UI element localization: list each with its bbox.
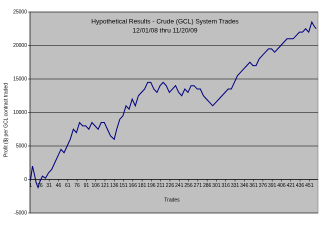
x-tick-label: 136 — [110, 183, 119, 189]
x-tick-label: 76 — [74, 183, 80, 189]
x-tick-label: 31 — [46, 183, 52, 189]
x-tick-label: 226 — [166, 183, 175, 189]
x-tick-label: 121 — [101, 183, 110, 189]
x-tick-label: 316 — [222, 183, 231, 189]
chart-title: Hypothetical Results - Crude (GCL) Syste… — [91, 19, 239, 26]
x-tick-label: 1 — [29, 183, 32, 189]
y-tick-label: 5000 — [16, 143, 27, 149]
y-tick-label: -5000 — [14, 210, 27, 216]
y-axis-label: Profit ($) per GCL contract traded — [3, 83, 9, 157]
data-line — [30, 20, 317, 190]
x-tick-label: 166 — [129, 183, 138, 189]
x-tick-label: 361 — [249, 183, 258, 189]
x-tick-label: 46 — [56, 183, 62, 189]
y-tick-label: 20000 — [13, 43, 27, 49]
x-tick-label: 376 — [259, 183, 268, 189]
y-tick-label: 0 — [24, 177, 27, 183]
x-tick-label: 256 — [184, 183, 193, 189]
x-tick-label: 391 — [268, 183, 277, 189]
x-tick-label: 241 — [175, 183, 184, 189]
x-tick-label: 16 — [37, 183, 43, 189]
y-tick-label: 15000 — [13, 76, 27, 82]
x-axis-label: Trades — [164, 197, 180, 203]
x-tick-label: 331 — [231, 183, 240, 189]
x-tick-label: 106 — [91, 183, 100, 189]
x-tick-label: 451 — [305, 183, 314, 189]
x-tick-label: 211 — [157, 183, 165, 189]
x-tick-label: 346 — [240, 183, 249, 189]
chart: Hypothetical Results - Crude (GCL) Syste… — [3, 9, 319, 216]
x-tick-label: 301 — [212, 183, 221, 189]
y-tick-label: 10000 — [13, 110, 27, 116]
x-tick-label: 61 — [65, 183, 71, 189]
x-tick-label: 181 — [138, 183, 147, 189]
x-tick-label: 196 — [147, 183, 156, 189]
y-tick-label: 25000 — [13, 9, 27, 15]
x-tick-label: 286 — [203, 183, 212, 189]
x-tick-label: 271 — [194, 183, 203, 189]
x-tick-label: 436 — [296, 183, 305, 189]
x-tick-label: 406 — [277, 183, 286, 189]
x-tick-label: 421 — [287, 183, 296, 189]
chart-subtitle: 12/01/08 thru 11/20/09 — [133, 28, 198, 35]
x-tick-label: 91 — [84, 183, 90, 189]
x-tick-label: 151 — [119, 183, 128, 189]
